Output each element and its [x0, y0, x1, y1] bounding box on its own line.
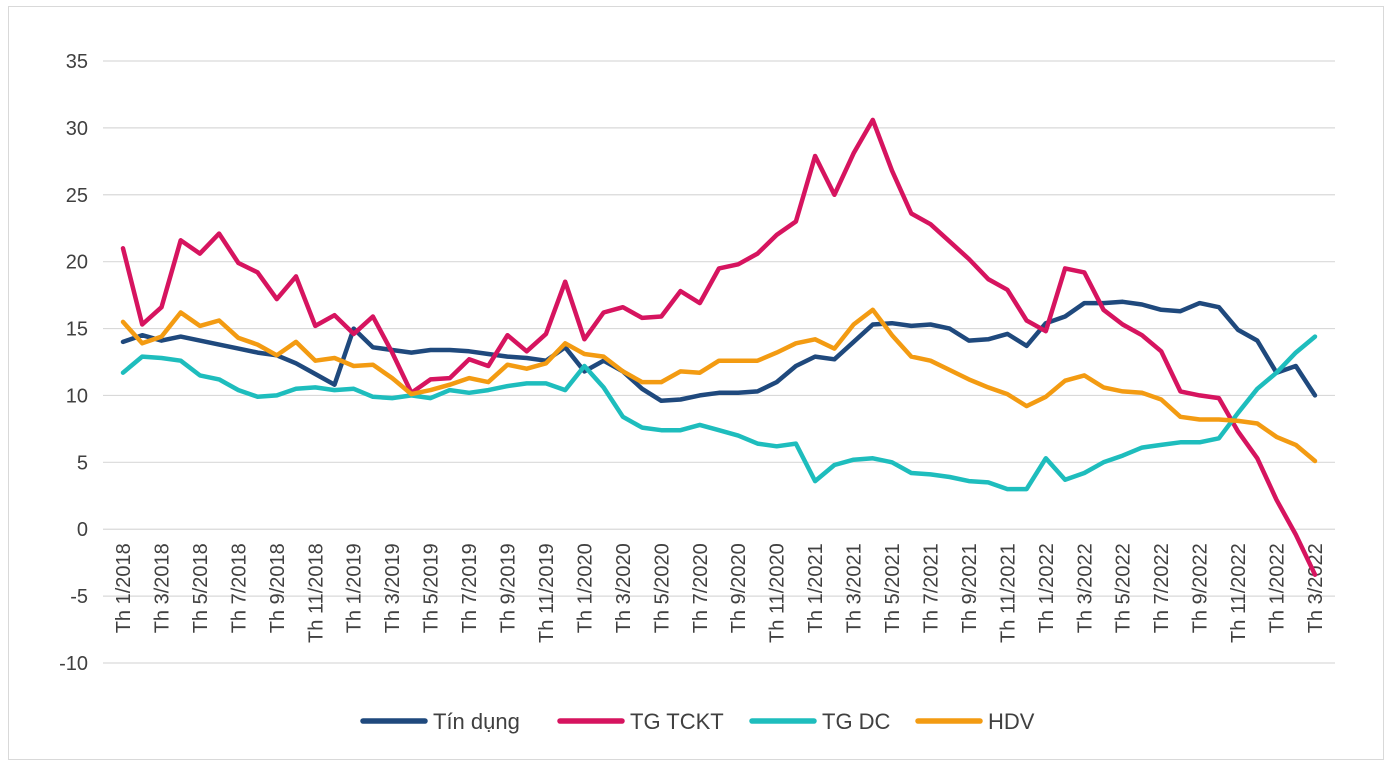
- x-axis-tick-labels: Th 1/2018 Th 3/2018 Th 5/2018 Th 7/2018 Th 9…: [113, 543, 1327, 643]
- y-tick-label: 25: [66, 185, 88, 207]
- x-tick-label: Th 1/2020: [574, 543, 596, 633]
- legend-label: TG TCKT: [630, 709, 724, 734]
- x-tick-label: Th 5/2020: [651, 543, 673, 633]
- x-tick-label: Th 3/2020: [613, 543, 635, 633]
- x-tick-label: Th 1/2018: [113, 543, 135, 633]
- y-tick-label: 5: [77, 452, 88, 474]
- y-tick-label: 30: [66, 118, 88, 140]
- x-tick-label: Th 3/2019: [382, 543, 404, 633]
- series-line-3: [120, 307, 1318, 464]
- x-tick-label: Th 1/2019: [344, 543, 366, 633]
- series-line-0: [120, 299, 1318, 404]
- chart-frame: [8, 6, 1384, 760]
- series-lines: [120, 117, 1318, 577]
- x-tick-label: Th 9/2022: [1190, 543, 1212, 633]
- x-tick-label: Th 11/2020: [767, 543, 789, 643]
- y-tick-label: 20: [66, 252, 88, 274]
- y-tick-label: -10: [59, 653, 88, 675]
- x-tick-label: Th 9/2018: [267, 543, 289, 633]
- x-tick-label: Th 11/2021: [997, 543, 1019, 643]
- series-line-1: [120, 117, 1318, 577]
- x-tick-label: Th 5/2021: [882, 543, 904, 633]
- legend-label: HDV: [988, 709, 1035, 734]
- x-tick-label: Th 7/2022: [1151, 543, 1173, 633]
- legend-label: TG DC: [822, 709, 891, 734]
- y-tick-label: -5: [70, 586, 88, 608]
- gridlines: [103, 60, 1335, 664]
- y-tick-label: 15: [66, 319, 88, 341]
- x-tick-label: Th 5/2022: [1113, 543, 1135, 633]
- x-tick-label: Th 11/2022: [1228, 543, 1250, 643]
- legend-label: Tín dụng: [433, 709, 520, 734]
- x-tick-label: Th 1/2022: [1267, 543, 1289, 633]
- y-tick-label: 10: [66, 385, 88, 407]
- x-tick-label: Th 1/2021: [805, 543, 827, 633]
- x-tick-label: Th 11/2019: [536, 543, 558, 643]
- x-tick-label: Th 11/2018: [305, 543, 327, 643]
- legend: Tín dụng TG TCKT TG DC HDV: [360, 709, 1035, 734]
- x-tick-label: Th 3/2018: [151, 543, 173, 633]
- x-tick-label: Th 1/2022: [1036, 543, 1058, 633]
- y-axis-tick-labels: 35 30 25 20 15 10 5 0 -5 -10: [59, 51, 88, 675]
- x-tick-label: Th 7/2018: [228, 543, 250, 633]
- series-line-2: [120, 334, 1318, 492]
- x-tick-label: Th 9/2019: [498, 543, 520, 633]
- x-tick-label: Th 9/2021: [959, 543, 981, 633]
- x-tick-label: Th 9/2020: [728, 543, 750, 633]
- x-tick-label: Th 7/2021: [920, 543, 942, 633]
- x-tick-label: Th 7/2019: [459, 543, 481, 633]
- x-tick-label: Th 5/2019: [421, 543, 443, 633]
- x-tick-label: Th 5/2018: [190, 543, 212, 633]
- x-tick-label: Th 7/2020: [690, 543, 712, 633]
- x-tick-label: Th 3/2022: [1074, 543, 1096, 633]
- y-tick-label: 35: [66, 51, 88, 73]
- y-tick-label: 0: [77, 519, 88, 541]
- x-tick-label: Th 3/2021: [844, 543, 866, 633]
